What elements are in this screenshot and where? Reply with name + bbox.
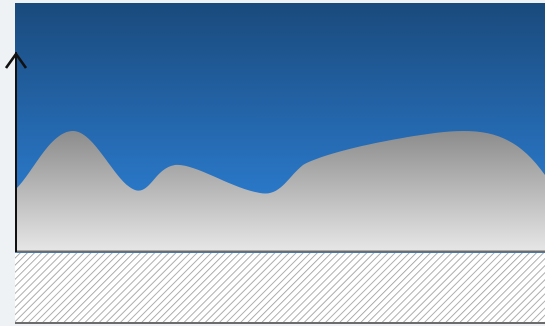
ground-hatch [15, 253, 545, 323]
scene-svg [15, 3, 545, 323]
up-arrow-icon [4, 51, 28, 69]
scene-canvas [15, 3, 545, 323]
terrain-hills [15, 131, 545, 251]
ground-bottom-edge [15, 322, 545, 324]
vertical-axis-line [15, 52, 17, 252]
